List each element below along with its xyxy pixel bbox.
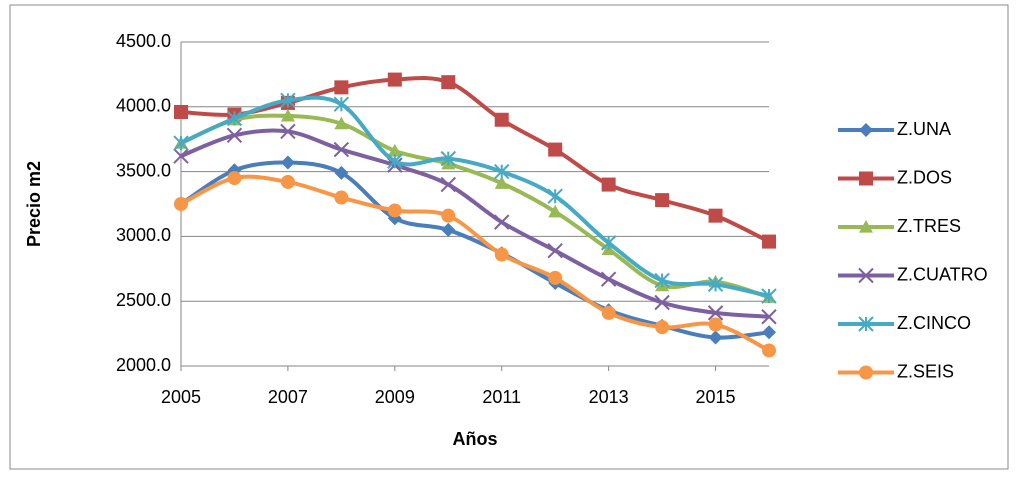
marker xyxy=(441,208,456,223)
marker xyxy=(494,176,509,189)
legend-marker xyxy=(858,267,874,284)
y-tick-label: 2000.0 xyxy=(116,355,171,375)
marker xyxy=(600,235,617,251)
x-tick-label: 2011 xyxy=(482,387,521,407)
marker xyxy=(494,112,509,127)
marker xyxy=(440,176,456,193)
y-tick-label: 4000.0 xyxy=(116,96,171,116)
marker xyxy=(174,104,188,119)
marker xyxy=(708,317,723,332)
marker xyxy=(280,108,295,122)
legend-marker xyxy=(859,123,873,137)
marker xyxy=(494,247,509,262)
x-tick-label: 2013 xyxy=(589,387,629,407)
marker xyxy=(227,171,242,186)
marker xyxy=(387,203,402,218)
marker xyxy=(174,197,188,211)
marker xyxy=(762,234,776,249)
marker xyxy=(280,174,295,189)
chart-border xyxy=(9,4,1009,470)
marker xyxy=(333,96,350,112)
marker xyxy=(761,309,777,325)
marker xyxy=(441,222,456,237)
marker xyxy=(601,305,616,320)
marker xyxy=(601,177,616,192)
marker xyxy=(173,135,189,151)
y-tick-label: 3000.0 xyxy=(116,225,171,245)
x-axis-title: Años xyxy=(453,429,498,449)
legend-label: Z.TRES xyxy=(897,216,961,236)
marker xyxy=(762,343,776,358)
marker xyxy=(494,163,510,180)
marker xyxy=(708,330,723,345)
marker xyxy=(387,143,402,157)
legend-marker xyxy=(858,316,874,332)
marker xyxy=(226,110,243,127)
marker xyxy=(334,190,349,205)
marker xyxy=(762,325,776,340)
legend-label: Z.CUATRO xyxy=(897,264,988,284)
marker xyxy=(547,188,563,204)
marker xyxy=(654,272,670,289)
marker xyxy=(548,204,563,218)
marker xyxy=(655,193,670,208)
y-axis-title: Precio m2 xyxy=(24,161,44,247)
legend-label: Z.CINCO xyxy=(897,313,971,333)
marker xyxy=(173,148,189,164)
legend-label: Z.UNA xyxy=(897,119,951,139)
marker xyxy=(280,92,296,109)
marker xyxy=(333,141,350,158)
marker xyxy=(655,320,670,335)
x-tick-label: 2015 xyxy=(696,387,736,407)
marker xyxy=(441,75,456,90)
series-line xyxy=(180,128,770,319)
marker xyxy=(334,165,349,180)
marker xyxy=(547,242,563,259)
y-tick-label: 2500.0 xyxy=(116,290,171,310)
legend-label: Z.SEIS xyxy=(897,361,954,381)
marker xyxy=(707,305,724,321)
legend-marker xyxy=(859,220,873,233)
marker xyxy=(548,270,563,285)
marker xyxy=(440,150,456,167)
marker xyxy=(761,288,777,304)
marker xyxy=(654,294,670,311)
marker xyxy=(494,214,510,230)
marker xyxy=(280,155,295,170)
marker xyxy=(226,127,243,144)
x-tick-label: 2007 xyxy=(268,387,308,407)
x-tick-label: 2009 xyxy=(375,387,415,407)
marker xyxy=(600,271,617,287)
marker xyxy=(387,153,403,169)
marker xyxy=(387,72,402,87)
marker xyxy=(334,116,349,130)
marker xyxy=(548,142,563,157)
marker xyxy=(280,123,296,140)
x-tick-label: 2005 xyxy=(161,387,201,407)
y-tick-label: 3500.0 xyxy=(116,160,171,180)
legend-marker xyxy=(859,365,873,380)
marker xyxy=(708,208,723,223)
legend-label: Z.DOS xyxy=(897,167,952,187)
marker xyxy=(334,80,349,95)
marker xyxy=(707,276,724,293)
legend-marker xyxy=(859,171,873,186)
y-tick-label: 4500.0 xyxy=(116,31,171,51)
